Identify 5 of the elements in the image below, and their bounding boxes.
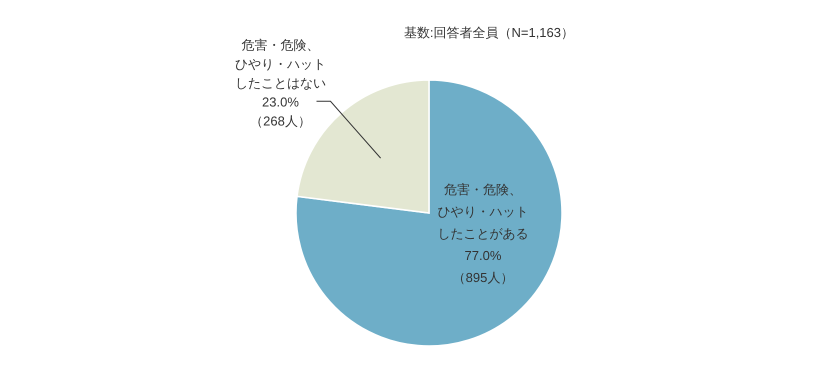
- slice-label: 危害・危険、ひやり・ハットしたことがある: [437, 182, 528, 241]
- slice-label: 危害・危険、ひやり・ハットしたことはない: [234, 37, 326, 90]
- data-label: 23.0% （268人）: [250, 94, 311, 128]
- data-label: 77.0% （895人）: [452, 248, 514, 285]
- chart-subtitle: 基数:回答者全員（N=1,163）: [404, 25, 574, 40]
